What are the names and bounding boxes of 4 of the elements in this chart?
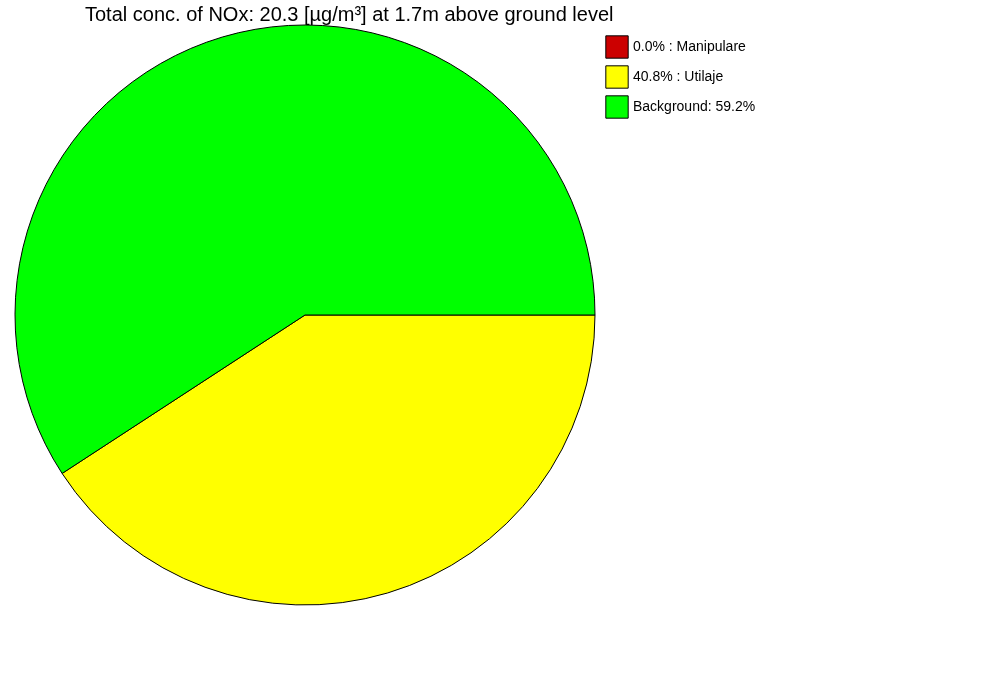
legend-label: 0.0% : Manipulare [633, 38, 747, 54]
legend-label: Background: 59.2% [633, 98, 756, 114]
chart-title: Total conc. of NOx: 20.3 [µg/m³] at 1.7m above ground level [85, 3, 614, 25]
legend-label: 40.8% : Utilaje [633, 68, 724, 84]
